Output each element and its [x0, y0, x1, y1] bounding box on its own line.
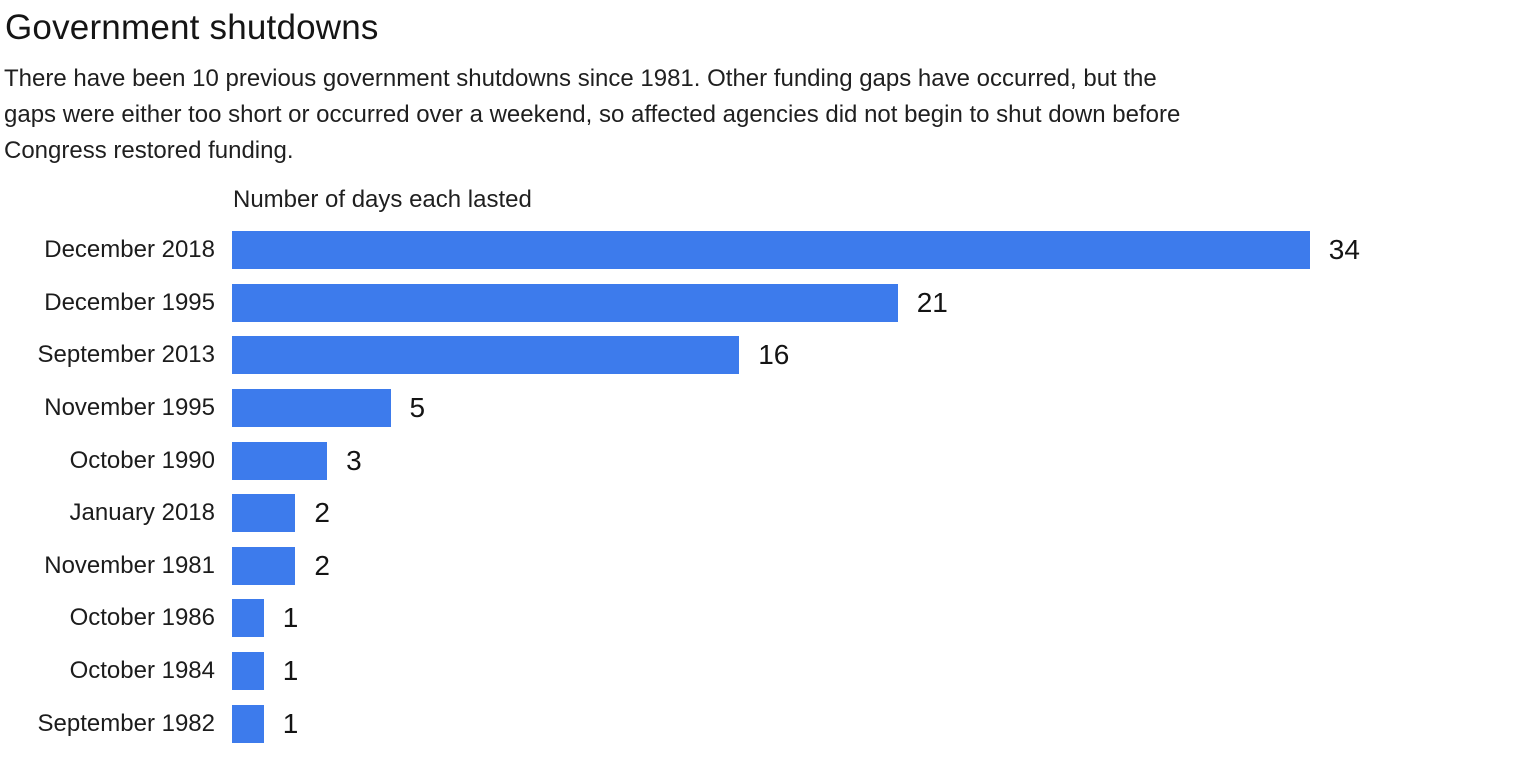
bar-chart-plot-area: December 2018 34 December 1995 21 September …	[0, 224, 1523, 750]
category-label: December 1995	[44, 288, 215, 316]
bar	[232, 652, 264, 691]
bar	[232, 336, 740, 375]
category-label: November 1995	[44, 394, 215, 422]
value-label: 1	[282, 602, 299, 634]
value-label: 34	[1328, 234, 1360, 266]
bar-row: October 1990 3	[0, 434, 1523, 487]
category-label: December 2018	[44, 236, 215, 264]
bar-row: December 2018 34	[0, 224, 1523, 277]
bar	[232, 599, 264, 638]
category-label: October 1986	[69, 604, 215, 632]
bar	[232, 441, 328, 480]
bar	[232, 283, 898, 322]
value-label: 21	[916, 286, 948, 318]
chart-subtitle: There have been 10 previous government s…	[4, 61, 1404, 169]
bar-row: December 1995 21	[0, 277, 1523, 330]
value-label: 16	[758, 339, 790, 371]
bar	[232, 389, 391, 428]
category-label: January 2018	[69, 499, 215, 527]
bar-row: November 1995 5	[0, 382, 1523, 435]
subtitle-line-1: There have been 10 previous government s…	[4, 65, 1157, 92]
subtitle-line-3: Congress restored funding.	[4, 137, 294, 164]
category-label: October 1984	[69, 657, 215, 685]
value-label: 1	[282, 707, 299, 739]
value-label: 2	[314, 497, 330, 529]
bar	[232, 494, 296, 533]
value-label: 2	[314, 549, 330, 581]
category-label: October 1990	[69, 446, 215, 474]
category-label: November 1981	[44, 551, 215, 579]
bar-row: September 2013 16	[0, 329, 1523, 382]
subtitle-line-2: gaps were either too short or occurred o…	[4, 101, 1181, 128]
axis-title: Number of days each lasted	[233, 186, 532, 213]
category-label: September 1982	[37, 709, 215, 737]
bar	[232, 704, 264, 743]
bar-row: October 1986 1	[0, 592, 1523, 645]
bar-row: January 2018 2	[0, 487, 1523, 540]
bar	[232, 546, 296, 585]
bar-row: November 1981 2	[0, 540, 1523, 593]
category-label: September 2013	[37, 341, 215, 369]
bar-row: September 1982 1	[0, 697, 1523, 750]
bar	[232, 231, 1310, 270]
bar-row: October 1984 1	[0, 645, 1523, 698]
value-label: 1	[282, 655, 299, 687]
value-label: 5	[409, 392, 426, 424]
page-title: Government shutdowns	[5, 8, 379, 47]
value-label: 3	[346, 444, 362, 476]
